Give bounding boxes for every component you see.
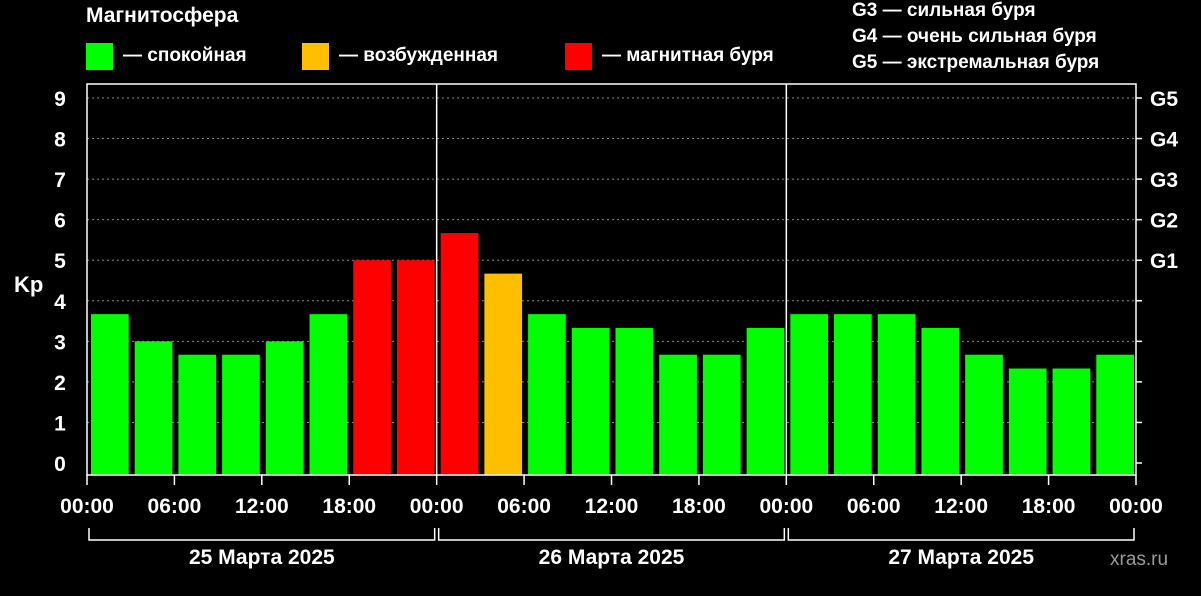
legend-item-quiet: — спокойная xyxy=(86,42,247,70)
kp-bar xyxy=(440,233,479,475)
x-tick-label: 12:00 xyxy=(235,495,289,518)
g4-note: G4 — очень сильная буря xyxy=(852,26,1097,47)
x-tick-label: 00:00 xyxy=(759,495,813,518)
kp-bar xyxy=(484,273,523,475)
axes-layer xyxy=(86,83,1142,541)
legend-item-active: — возбужденная xyxy=(302,42,498,70)
x-tick-label: 12:00 xyxy=(585,495,639,518)
kp-bar xyxy=(134,341,173,475)
day-label: 27 Марта 2025 xyxy=(888,546,1034,569)
kp-bar xyxy=(1008,368,1047,475)
g-scale-label: G5 xyxy=(1150,88,1178,111)
x-tick-label: 18:00 xyxy=(1022,495,1076,518)
labels-layer: 0 1 2 3 4 5 6 7 8 9 G1 G2 G3 G4 G5 00:00 06:00 12:00 18:00… xyxy=(54,88,1178,569)
y-tick-label: 5 xyxy=(54,250,66,273)
y-tick-label: 6 xyxy=(54,210,66,233)
g-scale-label: G3 xyxy=(1150,169,1178,192)
x-tick-label: 00:00 xyxy=(60,495,114,518)
g-scale-label: G1 xyxy=(1150,250,1178,273)
watermark: xras.ru xyxy=(1110,549,1169,570)
kp-bar xyxy=(615,327,654,475)
kp-bar xyxy=(178,354,217,475)
y-axis-label: Kp xyxy=(14,272,43,297)
y-tick-label: 9 xyxy=(54,88,66,111)
x-tick-label: 18:00 xyxy=(672,495,726,518)
legend-item-storm: — магнитная буря xyxy=(565,42,774,70)
kp-bar xyxy=(353,260,391,475)
x-tick-label: 06:00 xyxy=(847,495,901,518)
day-bracket xyxy=(88,528,436,541)
y-tick-label: 4 xyxy=(54,291,66,314)
g3-note: G3 — сильная буря xyxy=(852,0,1036,21)
g-scale-label: G2 xyxy=(1150,210,1178,233)
y-tick-label: 0 xyxy=(54,453,66,476)
day-bracket xyxy=(787,528,1135,541)
y-tick-label: 3 xyxy=(54,331,66,354)
legend-label-active: — возбужденная xyxy=(339,45,499,66)
y-tick-label: 8 xyxy=(54,129,66,152)
kp-bar xyxy=(1052,368,1091,475)
kp-bar xyxy=(702,354,741,475)
day-label: 26 Марта 2025 xyxy=(539,546,685,569)
kp-bar xyxy=(877,314,916,475)
day-bracket xyxy=(437,528,786,541)
y-tick-label: 2 xyxy=(54,372,66,395)
kp-bar xyxy=(309,314,348,475)
kp-bar xyxy=(790,314,829,475)
x-tick-label: 00:00 xyxy=(410,495,464,518)
x-tick-label: 06:00 xyxy=(148,495,202,518)
kp-bar xyxy=(91,314,129,475)
legend-swatch-storm xyxy=(565,42,592,70)
kp-bar xyxy=(921,327,960,475)
kp-bar xyxy=(222,354,260,475)
y-tick-label: 1 xyxy=(54,412,66,435)
legend-label-storm: — магнитная буря xyxy=(602,45,774,66)
kp-bar xyxy=(659,354,697,475)
bars-layer xyxy=(91,233,1134,475)
kp-bar xyxy=(571,327,610,475)
y-tick-label: 7 xyxy=(54,169,66,192)
x-tick-label: 18:00 xyxy=(322,495,376,518)
legend-swatch-active xyxy=(302,42,329,70)
kp-bar xyxy=(265,341,304,475)
x-tick-label: 00:00 xyxy=(1109,495,1163,518)
legend-label-quiet: — спокойная xyxy=(123,45,247,66)
g5-note: G5 — экстремальная буря xyxy=(852,52,1100,73)
kp-bar xyxy=(834,314,872,475)
g-scale-label: G4 xyxy=(1150,129,1178,152)
chart-title: Магнитосфера xyxy=(86,4,239,27)
kp-bar xyxy=(965,354,1003,475)
kp-bar xyxy=(396,260,435,475)
kp-bar xyxy=(528,314,566,475)
legend-swatch-quiet xyxy=(86,42,113,70)
x-tick-label: 06:00 xyxy=(497,495,551,518)
kp-bar xyxy=(746,327,785,475)
kp-bar xyxy=(1096,354,1134,475)
x-tick-label: 12:00 xyxy=(934,495,988,518)
day-label: 25 Марта 2025 xyxy=(189,546,335,569)
